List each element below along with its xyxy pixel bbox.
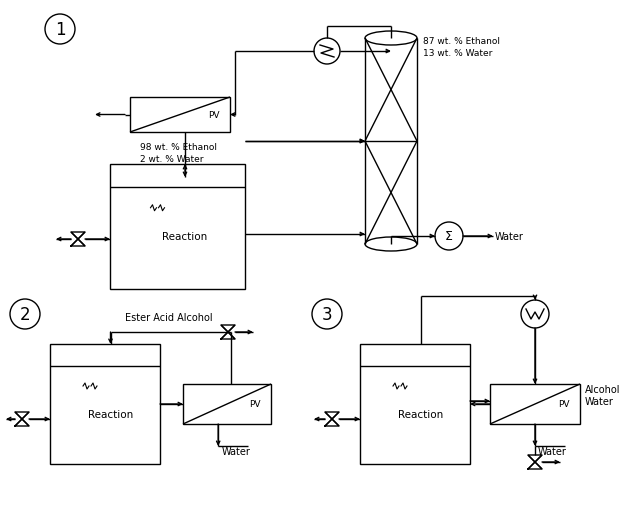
Text: PV: PV xyxy=(559,400,570,409)
Text: 2: 2 xyxy=(19,305,30,323)
Bar xyxy=(110,165,245,290)
Text: Ester Acid Alcohol: Ester Acid Alcohol xyxy=(125,313,213,322)
Text: PV: PV xyxy=(209,111,220,120)
Text: Reaction: Reaction xyxy=(162,232,207,242)
Text: 1: 1 xyxy=(55,21,65,39)
Text: 87 wt. % Ethanol: 87 wt. % Ethanol xyxy=(423,37,500,46)
Text: PV: PV xyxy=(250,400,261,409)
Text: Water: Water xyxy=(538,446,567,456)
Text: Σ: Σ xyxy=(445,230,453,243)
Text: 3: 3 xyxy=(322,305,332,323)
Text: Alcohol: Alcohol xyxy=(585,384,621,394)
Text: Water: Water xyxy=(585,396,614,406)
Text: 98 wt. % Ethanol: 98 wt. % Ethanol xyxy=(140,143,217,152)
Text: 2 wt. % Water: 2 wt. % Water xyxy=(140,155,204,164)
Text: Water: Water xyxy=(221,446,250,456)
Text: Reaction: Reaction xyxy=(88,409,133,419)
Bar xyxy=(183,384,271,424)
Bar xyxy=(360,344,470,464)
Bar xyxy=(50,344,160,464)
Bar xyxy=(490,384,580,424)
Text: 13 wt. % Water: 13 wt. % Water xyxy=(423,49,492,58)
Bar xyxy=(130,98,230,133)
Text: Reaction: Reaction xyxy=(398,409,443,419)
Text: Water: Water xyxy=(495,232,524,242)
